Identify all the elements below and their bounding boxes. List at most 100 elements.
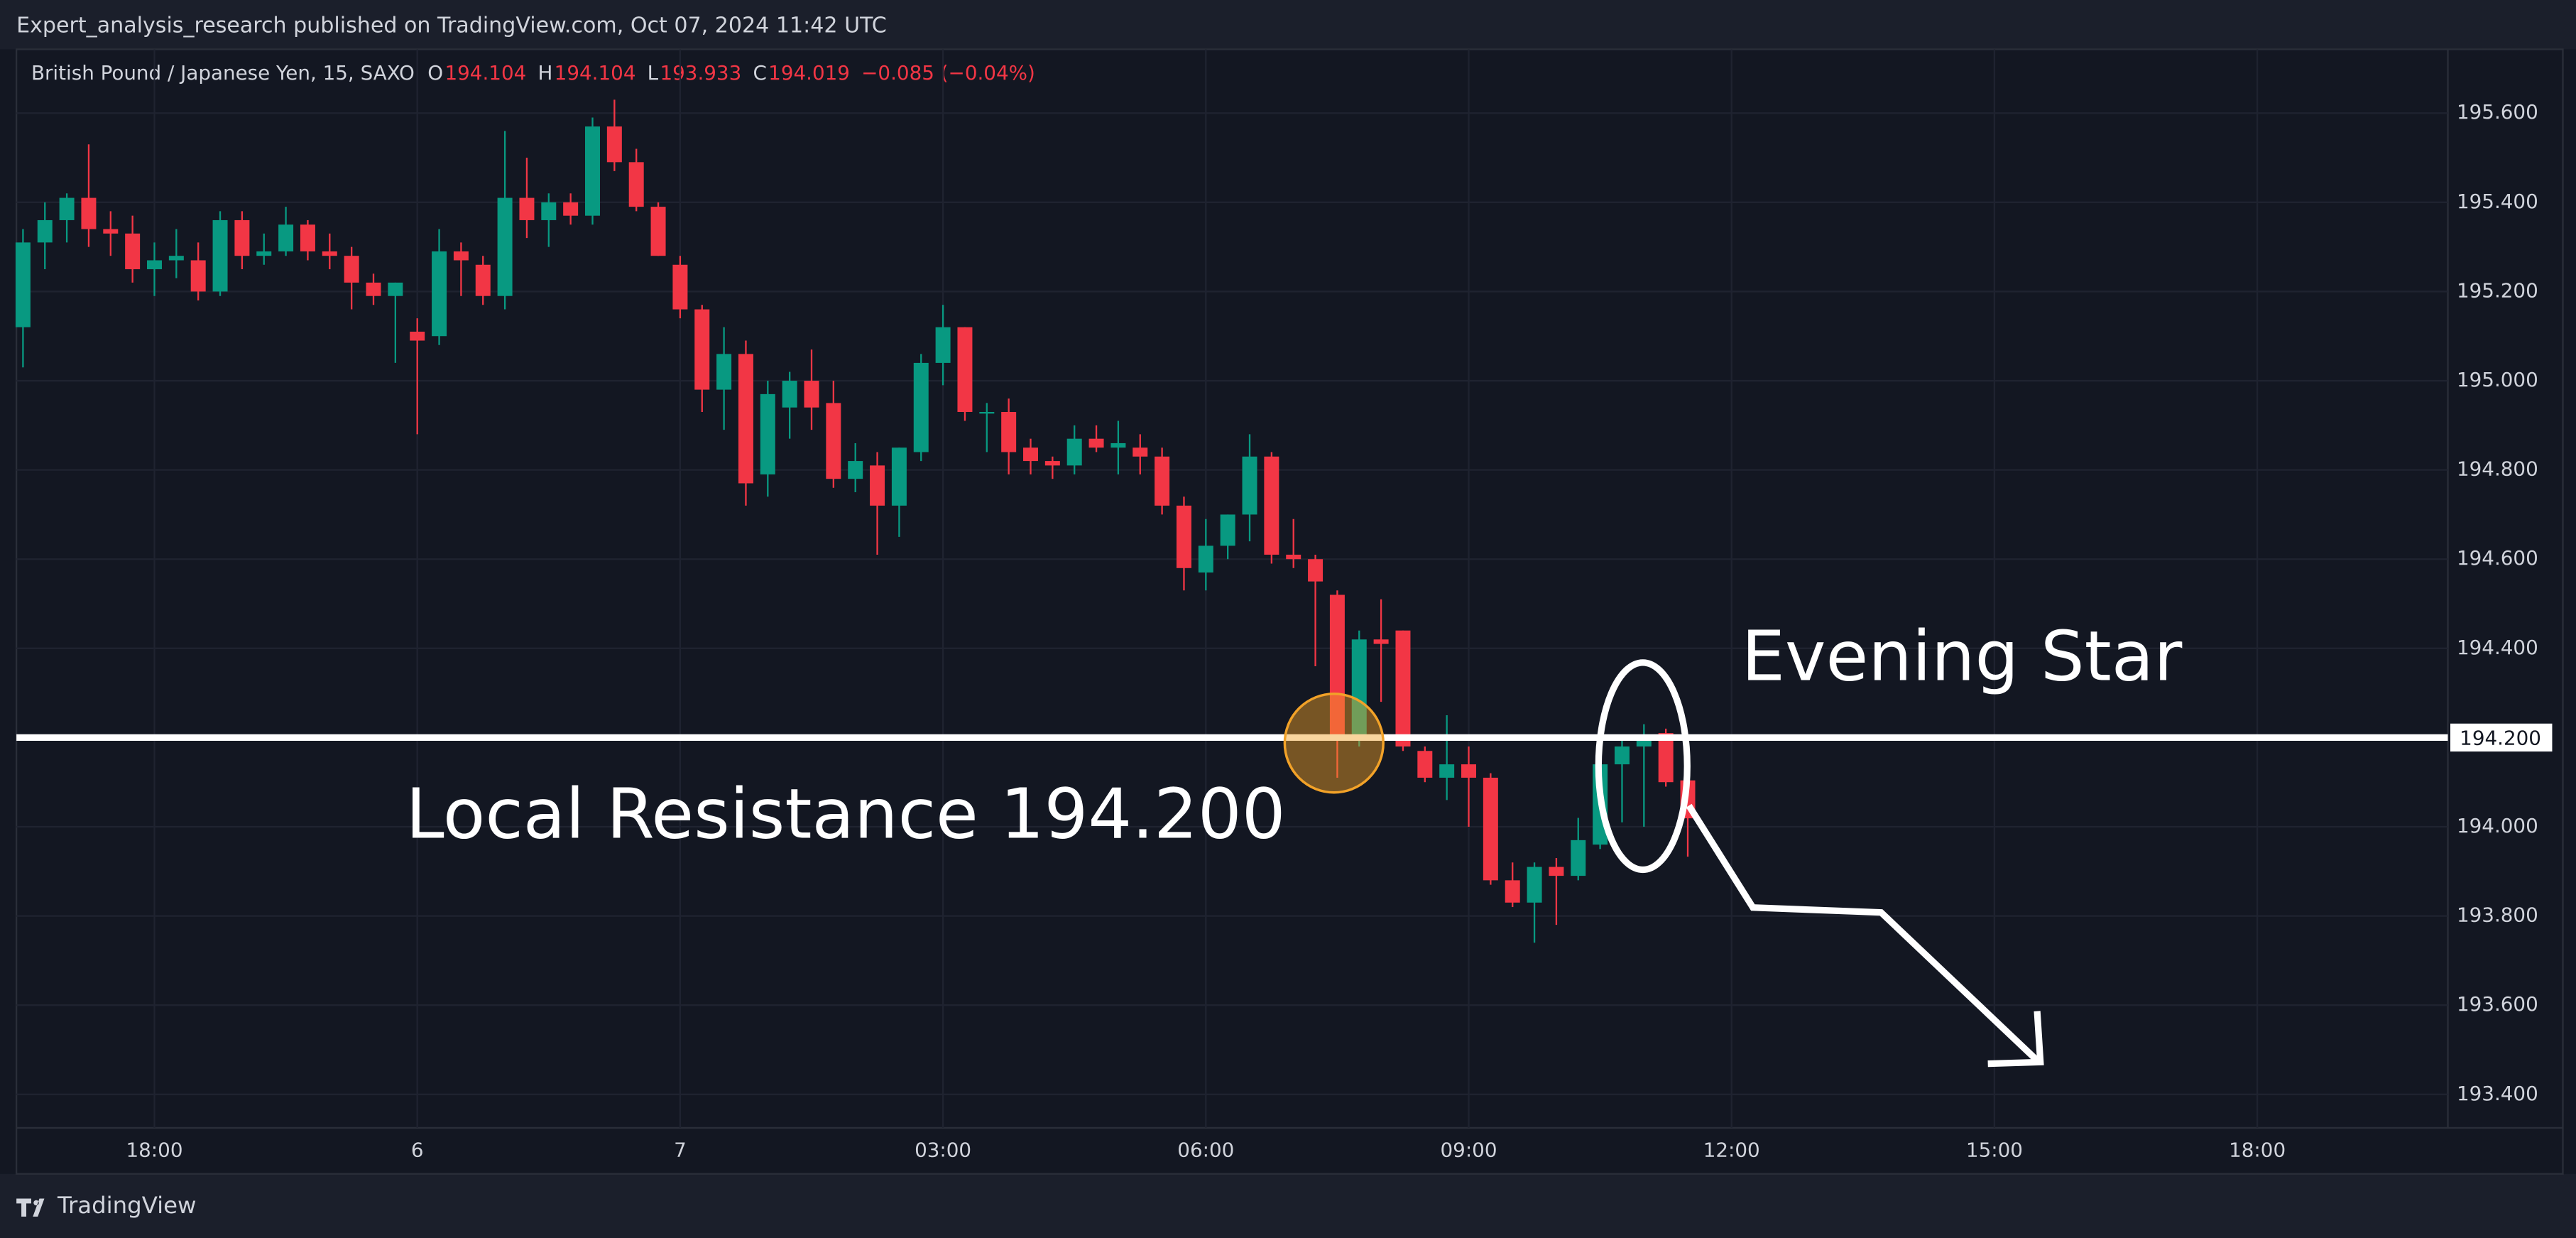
candle-body	[1023, 447, 1038, 462]
candle-body	[497, 197, 513, 296]
pattern-ellipse	[1595, 659, 1691, 874]
candle-body	[826, 403, 841, 479]
candle-body	[322, 251, 337, 256]
x-tick-label: 12:00	[1703, 1138, 1760, 1161]
plot: British Pound / Japanese Yen, 15, SAXO O 1…	[15, 49, 2554, 1161]
forecast-arrow	[1686, 803, 2040, 1063]
candle-body	[1505, 880, 1520, 903]
y-tick-label: 195.400	[2457, 190, 2538, 213]
candle-body	[804, 381, 819, 408]
x-tick-label: 06:00	[1177, 1138, 1234, 1161]
candle-body	[1417, 751, 1433, 778]
candle-body	[278, 224, 294, 251]
candle-body	[738, 354, 753, 484]
highlight-circle	[1283, 693, 1385, 794]
candle-body	[147, 260, 162, 270]
candle-body	[1351, 639, 1367, 738]
candle-body	[1614, 746, 1630, 765]
y-tick-label: 194.600	[2457, 546, 2538, 570]
ohlc-key: L	[648, 61, 659, 85]
candle-body	[1110, 442, 1126, 448]
x-tick-label: 15:00	[1966, 1138, 2023, 1161]
resistance-text: Local Resistance 194.200	[406, 774, 1286, 854]
x-tick-label: 03:00	[915, 1138, 971, 1161]
candle-body	[1549, 867, 1564, 876]
candle-body	[870, 465, 885, 506]
top-bar	[0, 0, 2576, 50]
candle-body	[1066, 438, 1082, 466]
publisher: Expert_analysis_research published on Tr…	[16, 13, 887, 38]
candle-body	[1483, 777, 1498, 881]
candle-body	[1044, 461, 1060, 466]
candle-body	[59, 197, 75, 220]
x-tick-label: 18:00	[126, 1138, 182, 1161]
candle-body	[1088, 438, 1104, 448]
footer-logo	[16, 1198, 45, 1217]
y-tick-label: 193.800	[2457, 903, 2538, 927]
ohlc-value: 194.104	[444, 61, 526, 85]
candle-body	[1308, 559, 1324, 582]
candle-body	[1571, 840, 1586, 876]
y-tick-label: 195.200	[2457, 278, 2538, 302]
y-tick-label: 194.400	[2457, 636, 2538, 659]
candle-body	[1461, 764, 1477, 778]
x-tick-label: 09:00	[1441, 1138, 1497, 1161]
y-tick-label: 195.600	[2457, 100, 2538, 124]
footer-bar	[0, 1173, 2576, 1238]
y-tick-label: 194.800	[2457, 457, 2538, 481]
candle-body	[1198, 545, 1213, 573]
candle-body	[1329, 594, 1345, 738]
candle-body	[891, 447, 907, 506]
candle-body	[388, 282, 403, 296]
candle-body	[1220, 514, 1235, 546]
ohlc-key: C	[753, 61, 766, 85]
candle-body	[37, 219, 53, 243]
candle-body	[410, 331, 425, 341]
candle-body	[1286, 554, 1301, 560]
candle-body	[366, 282, 381, 296]
candle-body	[606, 126, 622, 163]
y-tick-label: 193.400	[2457, 1082, 2538, 1105]
ohlc-value: 194.019	[768, 61, 850, 85]
candle-body	[1001, 411, 1017, 452]
ohlc-value: 194.104	[555, 61, 636, 85]
candle-body	[782, 381, 797, 408]
candle-body	[1439, 764, 1455, 778]
candle-body	[563, 202, 579, 216]
candle-body	[848, 461, 863, 479]
candle-body	[81, 197, 97, 229]
candle-body	[650, 207, 666, 256]
y-tick-label: 194.000	[2457, 814, 2538, 837]
ohlc-key: O	[427, 61, 443, 85]
x-tick-label: 18:00	[2229, 1138, 2286, 1161]
candle-body	[344, 256, 359, 283]
candle-body	[453, 251, 469, 261]
candle-body	[716, 354, 732, 390]
candle-body	[628, 162, 644, 207]
arrow-head	[1987, 1011, 2044, 1068]
candle-body	[168, 256, 184, 261]
candle-body	[760, 393, 775, 474]
candle-body	[1395, 630, 1411, 746]
candle-body	[519, 197, 535, 220]
candle-body	[979, 411, 995, 414]
footer-brand: TradingView	[57, 1192, 197, 1219]
candle-body	[541, 202, 557, 220]
candle-body	[957, 327, 973, 412]
y-tick-label: 195.000	[2457, 368, 2538, 391]
candle-body	[1527, 867, 1542, 903]
pattern-label: Evening Star	[1742, 616, 2183, 696]
price-tag-label: 194.200	[2460, 727, 2541, 750]
candle-body	[1176, 505, 1191, 568]
candle-body	[125, 233, 141, 270]
candle-body	[672, 264, 688, 310]
candle-body	[913, 362, 929, 452]
candle-body	[1264, 456, 1279, 555]
price-tag	[2448, 722, 2554, 754]
candle-body	[300, 224, 315, 251]
candle-body	[585, 126, 600, 216]
symbol-title: British Pound / Japanese Yen, 15, SAXO	[31, 61, 415, 85]
candle-body	[475, 264, 491, 296]
candle-body	[935, 327, 951, 363]
